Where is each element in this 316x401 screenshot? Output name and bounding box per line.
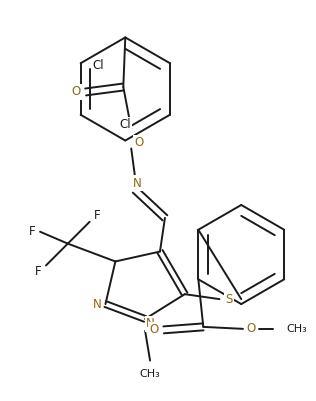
- Text: O: O: [71, 85, 80, 99]
- Text: Cl: Cl: [93, 59, 104, 72]
- Text: O: O: [246, 322, 256, 335]
- Text: O: O: [135, 136, 144, 149]
- Text: N: N: [133, 177, 142, 190]
- Text: N: N: [146, 318, 155, 330]
- Text: F: F: [29, 225, 35, 238]
- Text: F: F: [35, 265, 41, 278]
- Text: CH₃: CH₃: [287, 324, 307, 334]
- Text: CH₃: CH₃: [140, 369, 161, 379]
- Text: Cl: Cl: [119, 118, 131, 131]
- Text: O: O: [149, 323, 158, 336]
- Text: S: S: [226, 293, 233, 306]
- Text: N: N: [93, 298, 102, 311]
- Text: F: F: [94, 209, 101, 223]
